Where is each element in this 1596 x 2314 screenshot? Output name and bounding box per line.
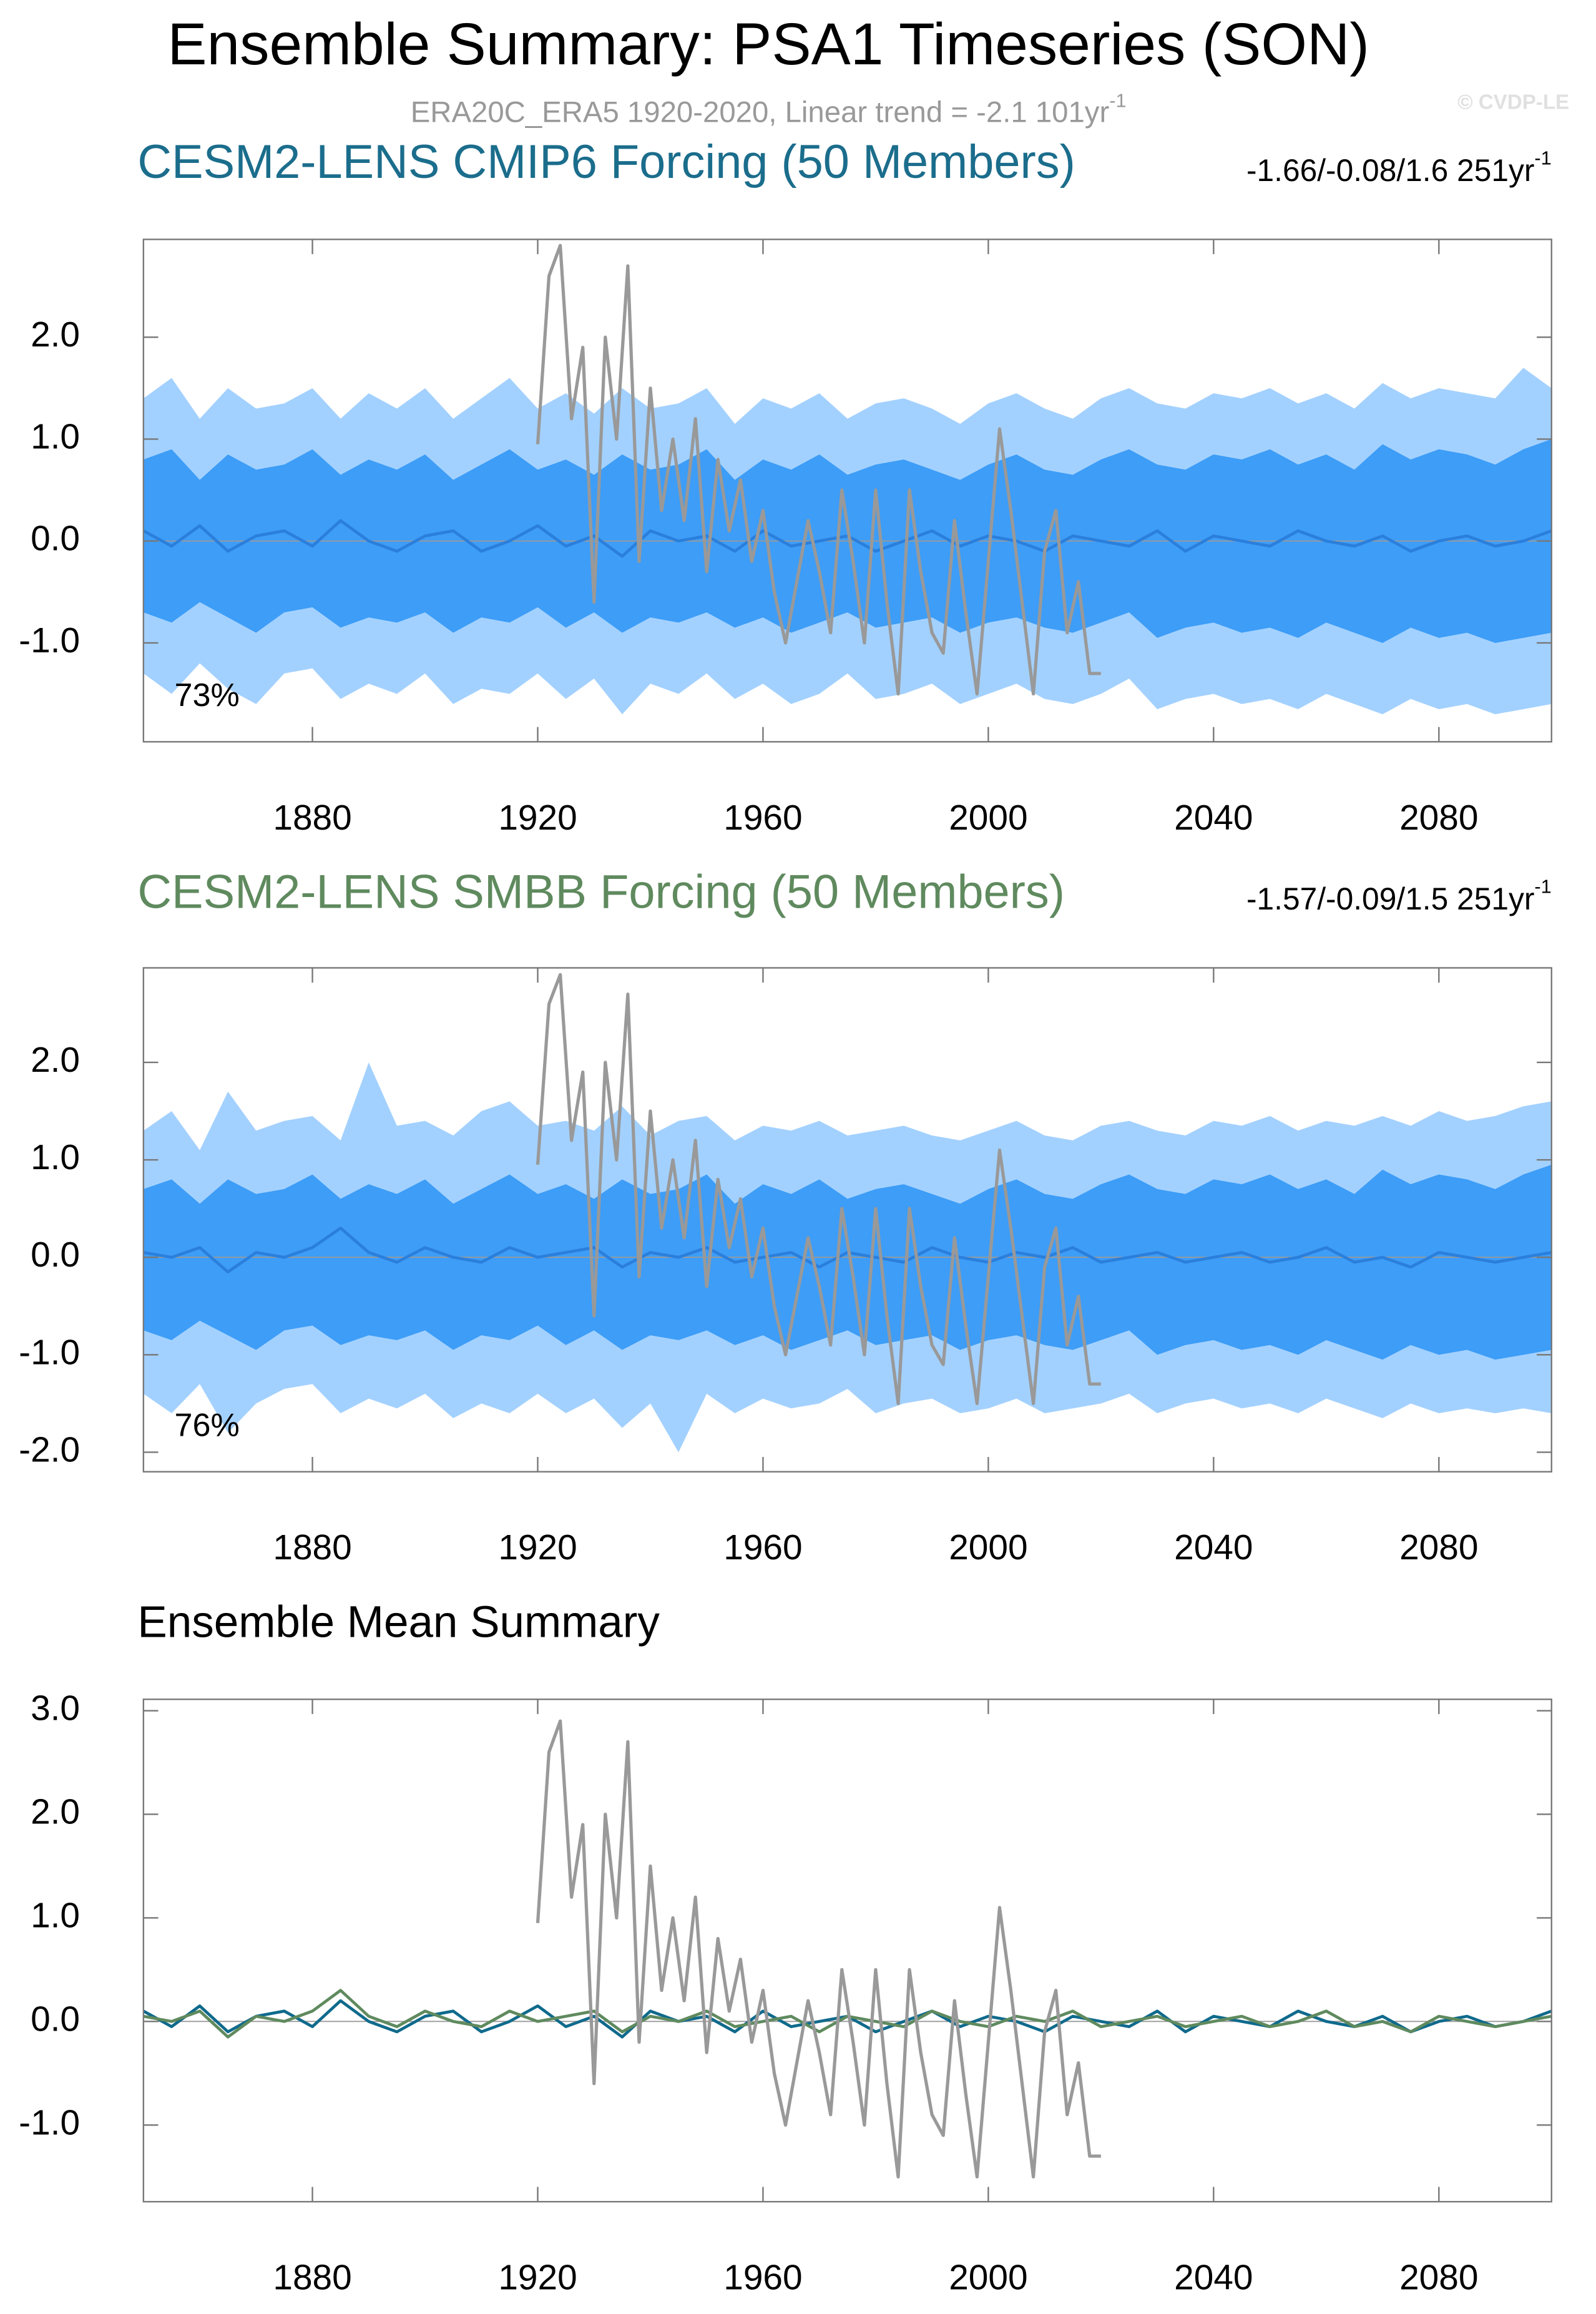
x-tick-label: 2000	[949, 798, 1027, 838]
series-line	[536, 243, 1101, 696]
x-tick-label: 1920	[498, 2258, 577, 2298]
x-tick-label: 2080	[1399, 1528, 1478, 1567]
spread-band	[143, 1164, 1552, 1360]
trend-superscript: -1	[1534, 147, 1551, 169]
subtitle-text: ERA20C_ERA5 1920-2020, Linear trend = -2…	[411, 96, 1110, 129]
x-tick-label: 2040	[1174, 2258, 1253, 2298]
x-tick-label: 1920	[498, 1528, 577, 1567]
y-tick-label: -2.0	[19, 1430, 80, 1469]
y-tick-label: 1.0	[31, 1896, 80, 1935]
x-tick-label: 2040	[1174, 1528, 1253, 1567]
x-tick-label: 2000	[949, 2258, 1027, 2298]
panel-title: CESM2-LENS SMBB Forcing (50 Members)	[137, 866, 1065, 919]
y-tick-label: 0.0	[31, 1999, 80, 2039]
figure-title: Ensemble Summary: PSA1 Timeseries (SON)	[167, 11, 1369, 77]
plot-area	[143, 973, 1552, 1453]
plot-area	[143, 243, 1552, 715]
x-tick-label: 1920	[498, 798, 577, 838]
x-tick-label: 2080	[1399, 2258, 1478, 2298]
plot-frame	[142, 967, 1552, 1473]
y-tick-label: 3.0	[31, 1689, 80, 1728]
y-tick-label: -1.0	[19, 621, 80, 660]
y-tick-label: 2.0	[31, 1041, 80, 1080]
y-tick-label: 2.0	[31, 315, 80, 355]
plot-area	[143, 1719, 1552, 2179]
y-tick-label: 0.0	[31, 519, 80, 559]
y-tick-label: 2.0	[31, 1792, 80, 1831]
plot-frame	[142, 238, 1552, 743]
y-tick-label: -1.0	[19, 2103, 80, 2142]
x-tick-label: 2000	[949, 1528, 1027, 1567]
x-tick-label: 1880	[273, 2258, 351, 2298]
trend-label: -1.66/-0.08/1.6 251yr-1	[1246, 147, 1552, 188]
trend-label: -1.57/-0.09/1.5 251yr-1	[1246, 876, 1552, 916]
series-line	[536, 1719, 1101, 2179]
trend-text: -1.57/-0.09/1.5 251yr	[1246, 881, 1534, 916]
x-tick-label: 1960	[723, 798, 802, 838]
percent-annotation: 73%	[175, 677, 240, 713]
x-tick-label: 1880	[273, 1528, 351, 1567]
y-tick-label: -1.0	[19, 1333, 80, 1372]
panel-title: CESM2-LENS CMIP6 Forcing (50 Members)	[137, 135, 1075, 189]
y-tick-label: 0.0	[31, 1235, 80, 1275]
plot-frame	[142, 1699, 1552, 2203]
y-tick-label: 1.0	[31, 1138, 80, 1177]
watermark: © CVDP-LE	[1457, 91, 1569, 114]
trend-superscript: -1	[1534, 876, 1551, 898]
x-tick-label: 1880	[273, 798, 351, 838]
figure-subtitle: ERA20C_ERA5 1920-2020, Linear trend = -2…	[411, 89, 1127, 128]
x-tick-label: 2080	[1399, 798, 1478, 838]
subtitle-superscript: -1	[1109, 89, 1126, 111]
panel-title: Ensemble Mean Summary	[137, 1598, 660, 1647]
x-tick-label: 2040	[1174, 798, 1253, 838]
x-tick-label: 1960	[723, 2258, 802, 2298]
x-tick-label: 1960	[723, 1528, 802, 1567]
percent-annotation: 76%	[175, 1407, 240, 1443]
y-tick-label: 1.0	[31, 417, 80, 456]
trend-text: -1.66/-0.08/1.6 251yr	[1246, 153, 1534, 188]
series-line	[536, 973, 1101, 1406]
